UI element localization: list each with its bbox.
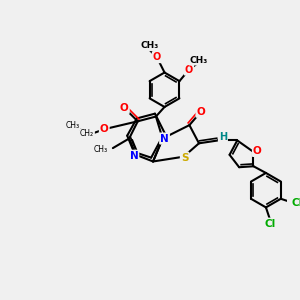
Text: S: S [181,153,188,163]
Text: CH₃: CH₃ [94,145,108,154]
Text: N: N [160,134,169,143]
Text: O: O [153,52,161,62]
Text: O: O [253,146,262,156]
Text: Cl: Cl [292,198,300,208]
Text: CH₃: CH₃ [66,121,80,130]
Text: N: N [130,151,138,161]
Text: CH₃: CH₃ [189,56,208,64]
Text: O: O [185,64,193,75]
Text: O: O [100,124,109,134]
Text: O: O [120,103,129,113]
Text: CH₃: CH₃ [140,41,158,50]
Text: CH₂: CH₂ [80,129,94,138]
Text: H: H [219,132,227,142]
Text: O: O [196,107,205,117]
Text: Cl: Cl [264,219,275,229]
